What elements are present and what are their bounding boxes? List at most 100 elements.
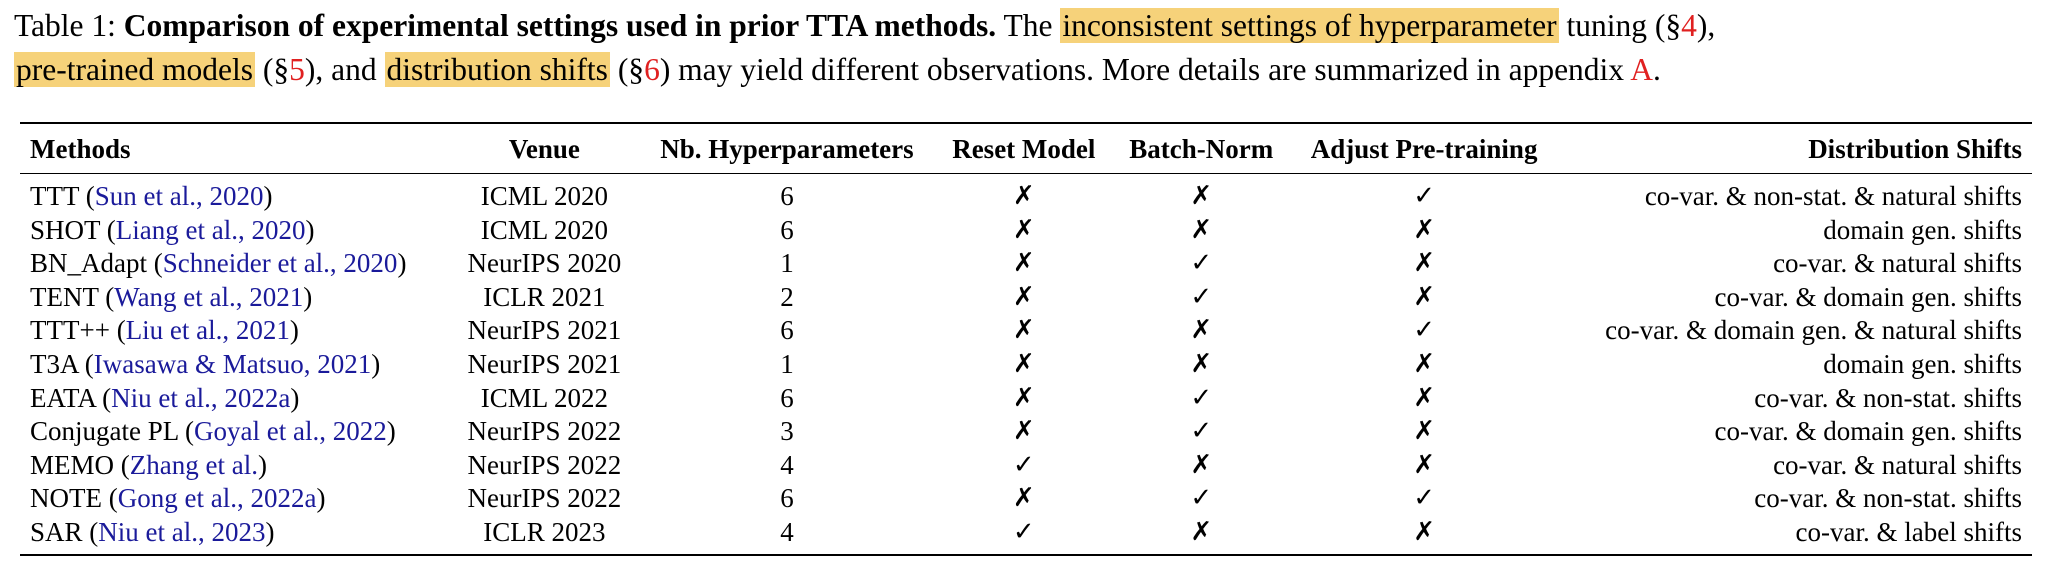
method-name: T3A xyxy=(30,348,79,379)
batch-norm-mark: ✗ xyxy=(1190,315,1213,346)
caption-text: ), xyxy=(1696,8,1716,43)
batch-norm-mark: ✗ xyxy=(1112,515,1291,556)
adjust-pretraining-mark: ✓ xyxy=(1413,483,1435,514)
citation-link[interactable]: Sun et al., 2020 xyxy=(94,181,264,211)
citation-link[interactable]: Schneider et al., 2020 xyxy=(162,248,398,279)
adjust-pretraining-mark: ✗ xyxy=(1413,214,1435,245)
batch-norm-mark: ✗ xyxy=(1190,214,1213,245)
citation-link[interactable]: Zhang et al. xyxy=(129,449,258,480)
header-batch-norm: Batch-Norm xyxy=(1112,122,1291,174)
nb-hyperparameters-cell: 4 xyxy=(638,515,936,556)
caption-text: The xyxy=(996,8,1061,43)
reset-model-mark: ✗ xyxy=(1012,281,1035,312)
reset-model-mark: ✗ xyxy=(1012,248,1035,279)
method-name: MEMO xyxy=(30,449,115,480)
method-name: SAR xyxy=(30,516,83,547)
reset-model-mark: ✗ xyxy=(1012,315,1035,346)
distribution-shifts-cell: co-var. & natural shifts xyxy=(1773,248,2022,279)
citation-link[interactable]: Goyal et al., 2022 xyxy=(194,416,387,447)
citation-link[interactable]: Wang et al., 2021 xyxy=(114,281,304,312)
citation-link[interactable]: Liu et al., 2021 xyxy=(125,315,290,346)
nb-hyperparameters-cell: 6 xyxy=(780,181,794,211)
reset-model-mark: ✗ xyxy=(1012,348,1035,379)
caption-prefix: Table 1: xyxy=(14,8,124,43)
distribution-shifts-cell: co-var. & natural shifts xyxy=(1773,449,2022,480)
reset-model-mark: ✗ xyxy=(1012,214,1035,245)
reset-model-mark: ✗ xyxy=(1012,416,1035,447)
distribution-shifts-cell: domain gen. shifts xyxy=(1823,214,2022,245)
method-name: TENT xyxy=(30,281,99,312)
adjust-pretraining-mark: ✗ xyxy=(1413,382,1435,413)
table-header-row: Methods Venue Nb. Hyperparameters Reset … xyxy=(20,122,2032,174)
citation-link[interactable]: Niu et al., 2023 xyxy=(98,516,266,547)
method-cell: SAR (Niu et al., 2023) xyxy=(20,515,451,556)
adjust-pretraining-mark: ✗ xyxy=(1413,281,1435,312)
adjust-pretraining-mark: ✗ xyxy=(1413,248,1435,279)
section-ref-link[interactable]: 4 xyxy=(1681,8,1697,43)
comparison-table: Methods Venue Nb. Hyperparameters Reset … xyxy=(20,122,2032,556)
table-caption: Table 1: Comparison of experimental sett… xyxy=(14,4,2054,92)
caption-highlight-hyperparameter: inconsistent settings of hyperparameter xyxy=(1060,8,1559,43)
reset-model-mark: ✗ xyxy=(1012,382,1035,413)
caption-text: ), and xyxy=(304,52,385,87)
table-row: NOTE (Gong et al., 2022a) NeurIPS 2022 6 ✗ ✓… xyxy=(20,482,2032,516)
citation-link[interactable]: Iwasawa & Matsuo, 2021 xyxy=(93,348,372,379)
venue-cell: NeurIPS 2022 xyxy=(467,483,622,514)
nb-hyperparameters-cell: 6 xyxy=(780,382,794,413)
table-row: SHOT (Liang et al., 2020) ICML 2020 6 ✗ ✗ ✗ do… xyxy=(20,214,2032,248)
adjust-pretraining-mark: ✗ xyxy=(1413,416,1435,447)
citation-link[interactable]: Gong et al., 2022a xyxy=(117,483,317,514)
header-nb-hyperparameters: Nb. Hyperparameters xyxy=(638,122,936,174)
venue-cell: ICLR 2023 xyxy=(450,515,639,556)
caption-text: . xyxy=(1652,52,1661,87)
distribution-shifts-cell: co-var. & non-stat. & natural shifts xyxy=(1644,181,2022,211)
nb-hyperparameters-cell: 1 xyxy=(780,248,794,279)
batch-norm-mark: ✗ xyxy=(1190,449,1213,480)
table-row: BN_Adapt (Schneider et al., 2020) NeurIPS… xyxy=(20,247,2032,281)
distribution-shifts-cell: co-var. & domain gen. shifts xyxy=(1714,416,2022,447)
table-row: EATA (Niu et al., 2022a) ICML 2022 6 ✗ ✓ ✗ co-… xyxy=(20,382,2032,416)
table-row: T3A (Iwasawa & Matsuo, 2021) NeurIPS 2021… xyxy=(20,348,2032,382)
caption-text: tuning (§ xyxy=(1558,8,1682,43)
table-row: TTT++ (Liu et al., 2021) NeurIPS 2021 6 ✗ ✗ ✓… xyxy=(20,314,2032,348)
venue-cell: NeurIPS 2020 xyxy=(467,248,622,279)
adjust-pretraining-mark: ✓ xyxy=(1413,181,1435,211)
header-adjust-pretraining: Adjust Pre-training xyxy=(1290,122,1558,174)
caption-highlight-distribution: distribution shifts xyxy=(384,52,610,87)
citation-link[interactable]: Niu et al., 2022a xyxy=(111,382,291,413)
reset-model-mark: ✗ xyxy=(1012,181,1035,211)
table-row: TENT (Wang et al., 2021) ICLR 2021 2 ✗ ✓ ✗ co-… xyxy=(20,281,2032,315)
batch-norm-mark: ✓ xyxy=(1190,416,1213,447)
appendix-ref-link[interactable]: A xyxy=(1630,52,1653,87)
method-name: TTT++ xyxy=(30,315,110,346)
distribution-shifts-cell: co-var. & label shifts xyxy=(1557,515,2032,556)
distribution-shifts-cell: co-var. & domain gen. shifts xyxy=(1714,281,2022,312)
method-cell: TTT (Sun et al., 2020) xyxy=(30,181,273,211)
table-row: Conjugate PL (Goyal et al., 2022) NeurIPS… xyxy=(20,415,2032,449)
method-name: NOTE xyxy=(30,483,102,514)
citation-link[interactable]: Liang et al., 2020 xyxy=(115,214,306,245)
distribution-shifts-cell: domain gen. shifts xyxy=(1823,348,2022,379)
reset-model-mark: ✓ xyxy=(1012,449,1035,480)
method-cell: TENT (Wang et al., 2021) xyxy=(30,281,313,312)
adjust-pretraining-mark: ✗ xyxy=(1290,515,1558,556)
comparison-table-wrapper: Methods Venue Nb. Hyperparameters Reset … xyxy=(20,122,2032,556)
batch-norm-mark: ✓ xyxy=(1190,382,1213,413)
venue-cell: ICML 2020 xyxy=(480,181,608,211)
nb-hyperparameters-cell: 6 xyxy=(780,214,794,245)
section-ref-link[interactable]: 5 xyxy=(289,52,305,87)
nb-hyperparameters-cell: 2 xyxy=(780,281,794,312)
nb-hyperparameters-cell: 4 xyxy=(780,449,794,480)
venue-cell: NeurIPS 2021 xyxy=(467,315,622,346)
distribution-shifts-cell: co-var. & non-stat. shifts xyxy=(1754,483,2022,514)
method-cell: EATA (Niu et al., 2022a) xyxy=(30,382,300,413)
venue-cell: ICLR 2021 xyxy=(483,281,606,312)
caption-text: ) may yield different observations. More… xyxy=(659,52,1631,87)
adjust-pretraining-mark: ✗ xyxy=(1413,449,1435,480)
method-name: TTT xyxy=(30,181,79,211)
table-row: MEMO (Zhang et al.) NeurIPS 2022 4 ✓ ✗ ✗ co-va… xyxy=(20,449,2032,483)
venue-cell: ICML 2022 xyxy=(480,382,608,413)
method-cell: MEMO (Zhang et al.) xyxy=(30,449,267,480)
batch-norm-mark: ✗ xyxy=(1190,181,1213,211)
section-ref-link[interactable]: 6 xyxy=(644,52,660,87)
